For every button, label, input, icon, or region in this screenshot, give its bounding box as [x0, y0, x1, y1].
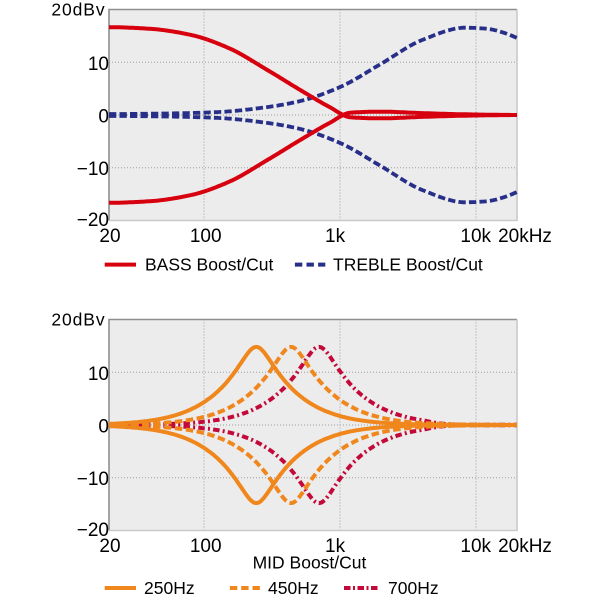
svg-text:−20: −20 — [77, 210, 109, 231]
svg-text:10: 10 — [88, 54, 109, 75]
svg-text:20dBv: 20dBv — [51, 0, 105, 19]
svg-text:BASS Boost/Cut: BASS Boost/Cut — [145, 255, 274, 275]
svg-text:10: 10 — [88, 364, 109, 385]
svg-text:−10: −10 — [77, 469, 109, 490]
svg-text:20kHz: 20kHz — [498, 226, 552, 247]
svg-text:450Hz: 450Hz — [268, 578, 319, 598]
svg-text:100: 100 — [190, 536, 222, 557]
svg-text:10k: 10k — [460, 226, 491, 247]
svg-text:−10: −10 — [77, 159, 109, 180]
svg-text:20kHz: 20kHz — [498, 536, 552, 557]
svg-text:TREBLE Boost/Cut: TREBLE Boost/Cut — [333, 255, 483, 275]
svg-text:0: 0 — [98, 107, 109, 128]
svg-text:1k: 1k — [325, 536, 346, 557]
svg-text:1k: 1k — [325, 226, 346, 247]
svg-text:20: 20 — [99, 226, 120, 247]
svg-text:250Hz: 250Hz — [144, 578, 195, 598]
svg-text:20: 20 — [99, 536, 120, 557]
svg-text:0: 0 — [98, 417, 109, 438]
svg-text:MID Boost/Cut: MID Boost/Cut — [253, 553, 367, 573]
svg-text:100: 100 — [190, 226, 222, 247]
svg-text:20dBv: 20dBv — [51, 309, 105, 329]
svg-text:−20: −20 — [77, 520, 109, 541]
svg-text:10k: 10k — [460, 536, 491, 557]
svg-text:700Hz: 700Hz — [388, 578, 439, 598]
